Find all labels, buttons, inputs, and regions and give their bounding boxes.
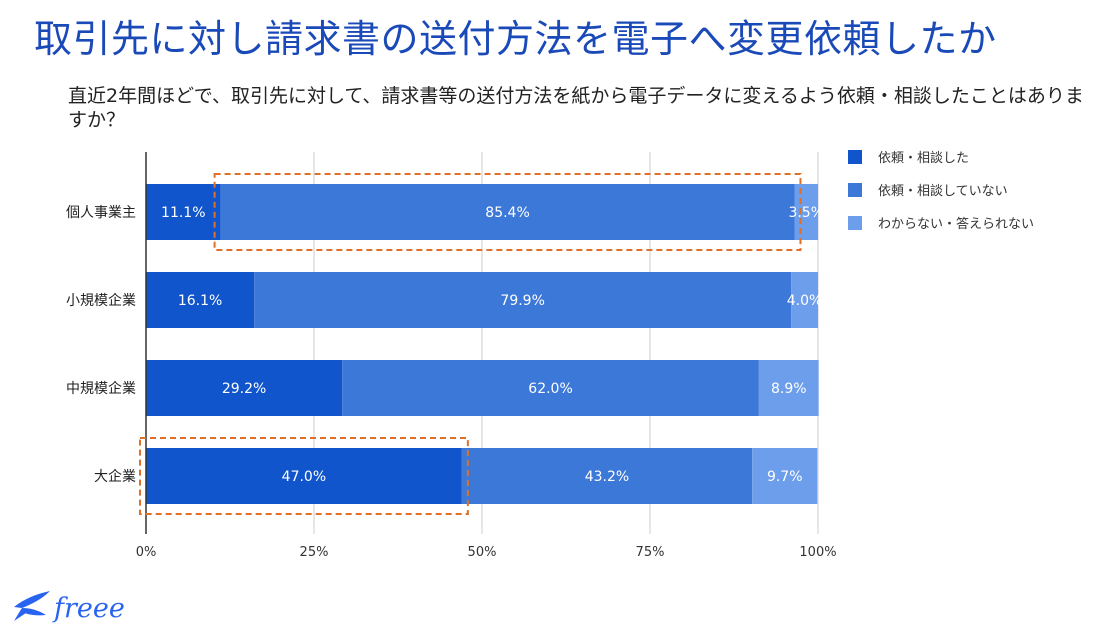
x-tick-label: 75% — [636, 545, 665, 560]
legend-swatch — [848, 150, 862, 164]
bar-segment — [146, 184, 221, 240]
x-tick-label: 0% — [136, 545, 157, 560]
legend-label: わからない・答えられない — [878, 216, 1034, 232]
data-label: 62.0% — [528, 381, 572, 397]
data-label: 85.4% — [485, 205, 529, 221]
survey-question: 直近2年間ほどで、取引先に対して、請求書等の送付方法を紙から電子データに変えるよ… — [68, 85, 1084, 131]
data-label: 3.5% — [788, 205, 824, 221]
data-label: 4.0% — [787, 293, 823, 309]
freee-logo: freee — [14, 591, 125, 624]
bar-segment — [146, 448, 462, 504]
bar-segment — [254, 272, 792, 328]
data-label: 11.1% — [161, 205, 205, 221]
data-label: 9.7% — [767, 469, 803, 485]
legend-swatch — [848, 183, 862, 197]
bar-segment — [794, 184, 818, 240]
data-label: 79.9% — [500, 293, 544, 309]
bar-segment — [752, 448, 818, 504]
legend-swatch — [848, 216, 862, 230]
data-label: 29.2% — [222, 381, 266, 397]
bar-segment — [146, 272, 255, 328]
category-label: 中規模企業 — [66, 380, 136, 397]
legend-label: 依頼・相談した — [878, 150, 969, 166]
stacked-bar-chart: 0% 25% 50% 75% 100% 11.1% 85.4% 3.5% 個人事業主 16.1% 7… — [66, 150, 1034, 560]
bar-segment — [461, 448, 753, 504]
data-label: 16.1% — [178, 293, 222, 309]
category-label: 大企業 — [94, 468, 136, 485]
bar-segment — [146, 360, 343, 416]
data-label: 43.2% — [585, 469, 629, 485]
bar-segment — [220, 184, 795, 240]
x-tick-label: 50% — [468, 545, 497, 560]
x-tick-label: 25% — [300, 545, 329, 560]
bar-segment — [758, 360, 819, 416]
highlight-box — [213, 173, 802, 251]
data-label: 8.9% — [771, 381, 807, 397]
category-label: 個人事業主 — [66, 205, 136, 221]
bar-segment — [791, 272, 818, 328]
logo-wordmark: freee — [52, 593, 125, 624]
legend-label: 依頼・相談していない — [878, 183, 1008, 199]
page-title: 取引先に対し請求書の送付方法を電子へ変更依頼したか — [34, 17, 997, 61]
bar-segment — [342, 360, 759, 416]
x-tick-label: 100% — [799, 545, 836, 560]
data-label: 47.0% — [282, 469, 326, 485]
category-label: 小規模企業 — [66, 292, 136, 309]
bird-icon — [14, 591, 50, 621]
highlight-box — [139, 437, 469, 515]
